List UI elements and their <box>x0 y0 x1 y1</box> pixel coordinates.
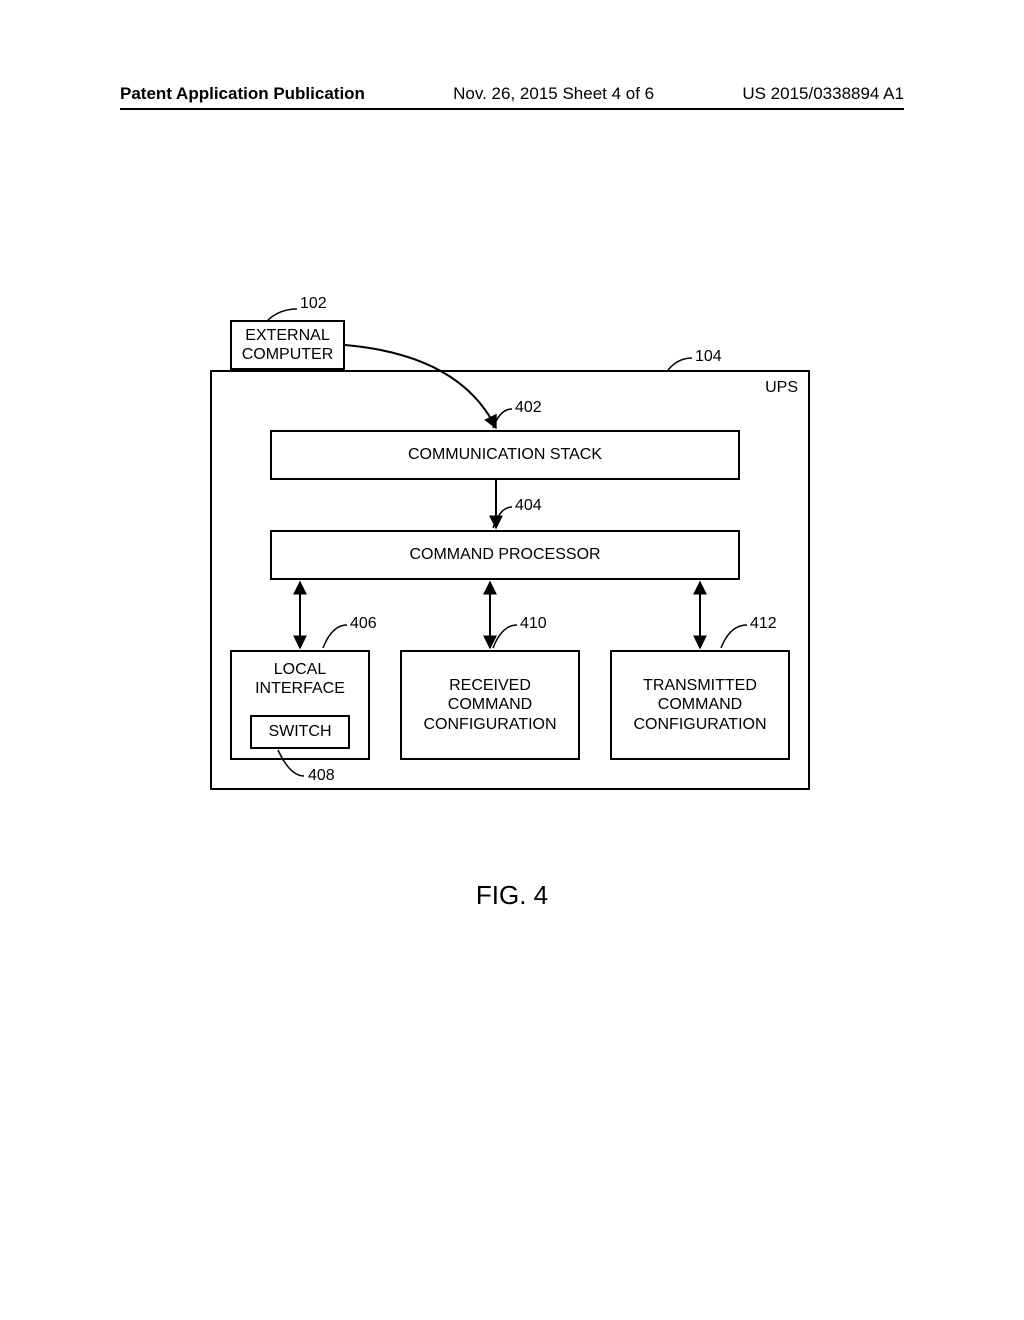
box-communication-stack: COMMUNICATION STACK <box>270 430 740 480</box>
header-left: Patent Application Publication <box>120 84 365 104</box>
page-header: Patent Application Publication Nov. 26, … <box>120 84 904 104</box>
box-switch: SWITCH <box>250 715 350 749</box>
figure-caption: FIG. 4 <box>0 880 1024 911</box>
page: Patent Application Publication Nov. 26, … <box>0 0 1024 1320</box>
box-transmitted-command-config: TRANSMITTED COMMAND CONFIGURATION <box>610 650 790 760</box>
ref-412: 412 <box>750 615 777 633</box>
local-interface-label: LOCAL INTERFACE <box>255 660 345 698</box>
header-center: Nov. 26, 2015 Sheet 4 of 6 <box>453 84 654 104</box>
ref-406: 406 <box>350 615 377 633</box>
header-rule <box>120 108 904 110</box>
ref-404: 404 <box>515 497 542 515</box>
figure-4-diagram: EXTERNAL COMPUTER UPS COMMUNICATION STAC… <box>200 300 820 820</box>
box-command-processor: COMMAND PROCESSOR <box>270 530 740 580</box>
ups-label: UPS <box>765 378 798 397</box>
ref-410: 410 <box>520 615 547 633</box>
ref-402: 402 <box>515 399 542 417</box>
box-external-computer: EXTERNAL COMPUTER <box>230 320 345 370</box>
header-right: US 2015/0338894 A1 <box>742 84 904 104</box>
ref-408: 408 <box>308 767 335 785</box>
ref-102: 102 <box>300 295 327 313</box>
box-received-command-config: RECEIVED COMMAND CONFIGURATION <box>400 650 580 760</box>
ref-104: 104 <box>695 348 722 366</box>
